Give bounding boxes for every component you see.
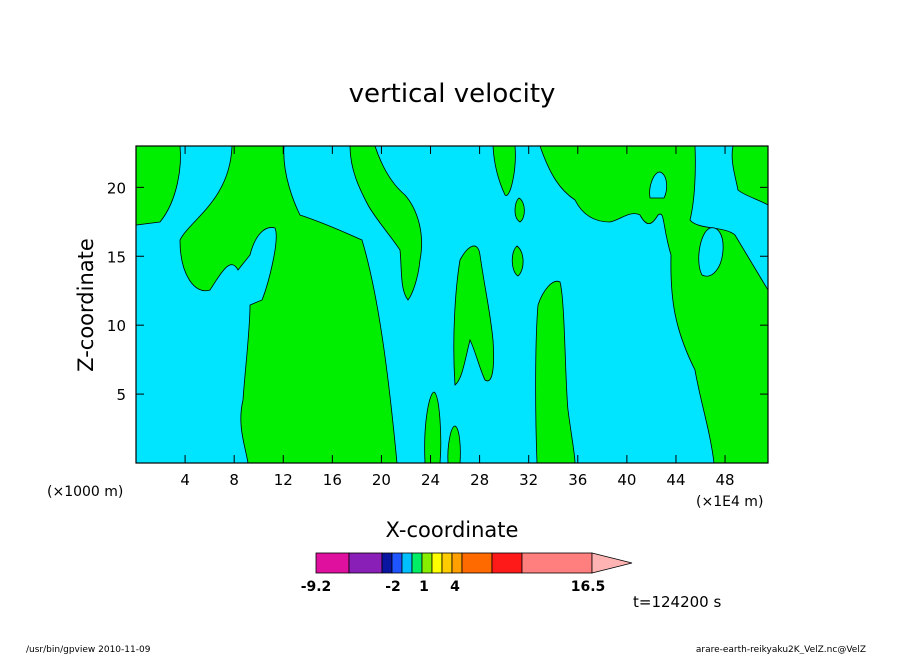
region-upper-28 xyxy=(492,145,516,196)
x-tick-label: 16 xyxy=(323,471,342,489)
footer-right: arare-earth-reikyaku2K_VelZ.nc@VelZ xyxy=(696,645,866,654)
colorbar-swatch xyxy=(451,552,463,574)
region-blob-31b xyxy=(511,245,524,277)
colorbar-swatch xyxy=(421,552,433,574)
x-tick-label: 12 xyxy=(274,471,293,489)
colorbar-label: -9.2 xyxy=(301,579,332,595)
colorbar-swatch xyxy=(401,552,413,574)
y-tick-label: 20 xyxy=(107,179,126,197)
x-unit-left: (×1000 m) xyxy=(47,484,123,500)
region-cutout-46 xyxy=(698,227,724,277)
region-column-34 xyxy=(535,280,576,464)
x-tick-label: 28 xyxy=(470,471,489,489)
x-axis-label: X-coordinate xyxy=(386,518,519,542)
x-ticks: 4 8 12 16 20 24 28 32 36 40 44 48 xyxy=(180,146,735,489)
colorbar-arrow xyxy=(591,552,633,574)
colorbar-label: 16.5 xyxy=(571,579,606,595)
x-tick-label: 44 xyxy=(666,471,685,489)
time-label: t=124200 s xyxy=(633,593,721,611)
colorbar-swatch xyxy=(391,552,403,574)
colorbar-swatch xyxy=(461,552,493,574)
region-spike-24 xyxy=(424,391,442,464)
y-ticks: 5 10 15 20 xyxy=(107,179,768,404)
x-tick-label: 32 xyxy=(519,471,538,489)
x-tick-label: 20 xyxy=(372,471,391,489)
region-blob-31a xyxy=(514,197,525,223)
colorbar xyxy=(315,552,633,574)
colorbar-swatch xyxy=(348,552,383,574)
y-tick-label: 10 xyxy=(107,317,126,335)
colorbar-label: -2 xyxy=(385,579,401,595)
region-cutout-42 xyxy=(649,171,668,199)
colorbar-swatch xyxy=(441,552,453,574)
y-tick-label: 15 xyxy=(107,248,126,266)
colorbar-swatch xyxy=(315,552,350,574)
x-tick-label: 36 xyxy=(568,471,587,489)
positive-regions xyxy=(135,145,769,464)
colorbar-swatch xyxy=(521,552,593,574)
y-axis-label: Z-coordinate xyxy=(74,238,98,372)
colorbar-labels: -9.2 -2 1 4 16.5 xyxy=(301,579,606,595)
colorbar-swatch xyxy=(491,552,523,574)
colorbar-label: 4 xyxy=(450,579,460,595)
x-unit-right: (×1E4 m) xyxy=(696,494,763,510)
colorbar-swatch xyxy=(411,552,423,574)
region-mid-column xyxy=(453,245,494,386)
y-tick-label: 5 xyxy=(116,386,126,404)
region-top-left xyxy=(135,145,181,226)
region-upper-right xyxy=(539,145,769,464)
region-right-edge xyxy=(731,145,769,206)
footer-left: /usr/bin/gpview 2010-11-09 xyxy=(26,645,151,654)
region-left-plume xyxy=(179,145,398,464)
colorbar-swatch xyxy=(431,552,443,574)
x-tick-label: 48 xyxy=(716,471,735,489)
plot-frame xyxy=(135,145,769,464)
region-spike-26 xyxy=(447,425,461,464)
colorbar-swatch xyxy=(381,552,393,574)
chart-title: vertical velocity xyxy=(349,79,556,109)
x-tick-label: 24 xyxy=(421,471,440,489)
x-tick-label: 8 xyxy=(229,471,239,489)
colorbar-label: 1 xyxy=(419,579,429,595)
region-upper-mid xyxy=(349,145,423,301)
x-tick-label: 4 xyxy=(180,471,190,489)
x-tick-label: 40 xyxy=(617,471,636,489)
